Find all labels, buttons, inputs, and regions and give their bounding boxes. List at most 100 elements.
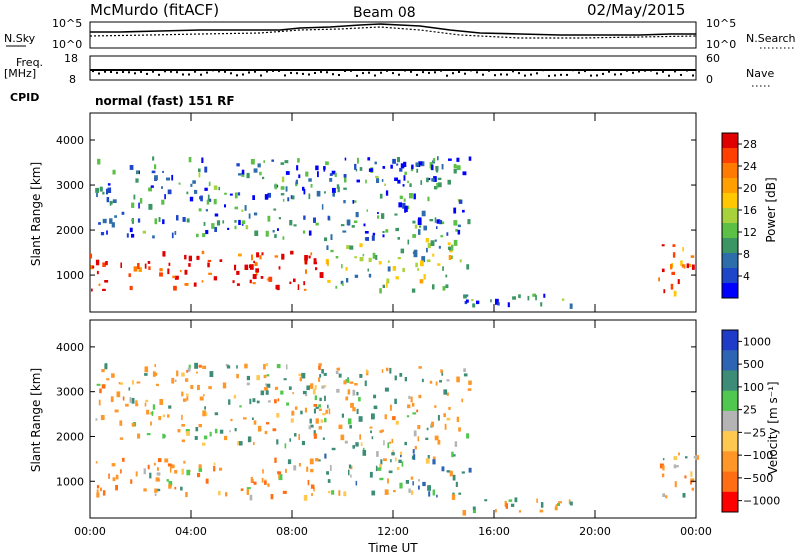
power-cell-mid_upper <box>272 230 275 233</box>
nsearch-tick-bottom: 10^0 <box>706 38 736 51</box>
velocity-cell-mid_upper <box>308 425 311 430</box>
velocity-cell-mid_upper <box>186 396 189 401</box>
power-cell-low_echo <box>465 299 469 303</box>
power-cell-late_patch <box>680 260 683 266</box>
velocity-cell-mid_upper <box>202 442 206 446</box>
power-cell-main <box>128 273 131 277</box>
power-cell-sparse_top <box>441 164 444 170</box>
velocity-cell-mid_upper <box>289 438 291 442</box>
power-cell-main <box>179 269 182 273</box>
velocity-cell-mid_upper <box>310 424 314 428</box>
nsearch-trace <box>89 26 697 39</box>
velocity-cell-main <box>313 487 315 492</box>
power-cell-band <box>427 242 431 249</box>
power-cell-main <box>96 270 99 275</box>
power-cell-mid_upper <box>382 231 385 233</box>
velocity-cell-mid_upper <box>194 436 198 440</box>
velocity-cell-mid_upper <box>417 436 420 442</box>
velocity-cell-main <box>167 463 172 467</box>
velocity-cell-main <box>246 489 249 495</box>
power-cell-mid_upper <box>222 220 225 224</box>
power-cell-band <box>445 284 449 289</box>
nave-mark <box>440 69 442 72</box>
velocity-cell-mid_upper <box>306 385 310 391</box>
nave-mark <box>338 74 340 76</box>
power-cell-main <box>254 262 258 266</box>
velocity-cell-mid_upper <box>176 370 179 377</box>
power-cell-main <box>268 276 273 282</box>
nave-mark <box>602 72 604 75</box>
velocity-cell-mid_upper <box>323 385 327 388</box>
velocity-cell-main <box>166 479 169 482</box>
power-cell-mid_upper <box>206 200 210 205</box>
velocity-cell-main <box>115 485 118 491</box>
power-cell-mid_upper <box>308 230 312 236</box>
velocity-cell-band <box>376 451 379 457</box>
power-cell-mid_upper <box>285 171 290 175</box>
power-cell-mid_upper <box>106 188 109 195</box>
velocity-colorbar-tick-label: 500 <box>743 358 764 371</box>
velocity-cell-mid_upper <box>181 391 184 397</box>
power-cell-mid_upper <box>344 157 347 161</box>
power-cell-mid_upper <box>182 217 186 222</box>
velocity-cell-low_echo <box>536 498 538 503</box>
power-cell-band <box>425 238 429 243</box>
velocity-cell-band <box>324 453 327 459</box>
power-cell-mid_upper <box>148 187 152 192</box>
velocity-cell-mid_upper <box>267 400 271 403</box>
velocity-cell-mid_upper <box>352 407 356 412</box>
velocity-cell-mid_upper <box>247 436 251 443</box>
velocity-cell-low_echo <box>514 497 518 503</box>
velocity-cell-mid_upper <box>318 363 322 367</box>
velocity-cell-main <box>147 464 150 470</box>
power-cell-mid_upper <box>346 219 351 226</box>
velocity-cell-band <box>452 474 456 481</box>
velocity-cell-mid_upper <box>203 394 205 397</box>
velocity-cell-mid_upper <box>264 386 269 391</box>
nsky-tick-bottom: 10^0 <box>52 38 82 51</box>
power-cell-sparse_top <box>415 162 419 167</box>
power-cell-mid_upper <box>440 235 444 238</box>
power-cell-mid_upper <box>323 166 326 172</box>
velocity-cell-mid_upper <box>347 418 352 425</box>
velocity-cell-mid_upper <box>305 393 308 397</box>
velocity-cell-mid_upper <box>412 412 417 415</box>
power-cell-main <box>147 261 151 264</box>
velocity-cell-mid_upper <box>359 434 361 440</box>
power-cell-mid_upper <box>96 192 98 198</box>
power-cell-main <box>148 266 151 270</box>
velocity-cell-mid_upper <box>197 384 200 391</box>
velocity-cell-band <box>388 470 393 474</box>
power-cell-mid_upper <box>196 233 199 238</box>
power-cell-mid_upper <box>200 195 203 202</box>
velocity-cell-main <box>183 460 186 464</box>
power-cell-main <box>249 264 254 270</box>
power-cell-band <box>434 239 437 242</box>
velocity-cell-mid_upper <box>171 377 175 384</box>
power-cell-mid_upper <box>189 196 194 202</box>
power-cell-mid_upper <box>340 224 345 227</box>
velocity-cell-main <box>100 487 102 492</box>
velocity-cell-mid_upper <box>321 369 324 374</box>
velocity-cell-main <box>318 459 321 462</box>
power-colorbar-tick-label: 24 <box>743 160 757 173</box>
velocity-cell-main <box>285 468 287 473</box>
power-cell-band <box>421 256 426 263</box>
velocity-cell-mid_upper <box>118 382 121 385</box>
velocity-cell-main <box>153 462 156 466</box>
velocity-cell-mid_upper <box>439 380 442 383</box>
velocity-cell-mid_upper <box>446 392 449 396</box>
power-cell-band <box>442 266 444 271</box>
power-cell-mid_upper <box>418 225 422 228</box>
velocity-cell-low_echo <box>510 503 515 507</box>
velocity-cell-mid_upper <box>356 408 359 414</box>
velocity-colorbar-swatch <box>722 350 738 371</box>
velocity-cell-mid_upper <box>187 367 191 372</box>
nave-mark <box>584 70 586 73</box>
velocity-cell-band <box>350 474 352 478</box>
velocity-cell-late_patch <box>673 464 677 469</box>
power-cell-band <box>349 245 354 250</box>
velocity-cell-mid_upper <box>359 374 363 378</box>
nave-mark <box>314 72 316 74</box>
